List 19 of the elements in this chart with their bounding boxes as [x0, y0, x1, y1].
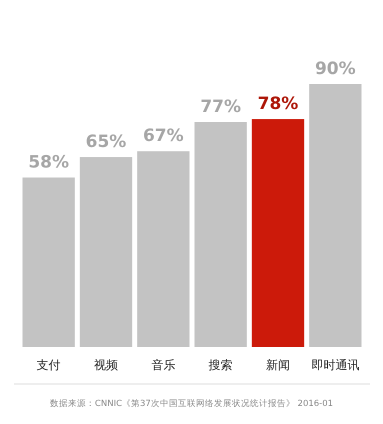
x-tick-label: 视频 [94, 358, 118, 372]
data-label: 58% [28, 152, 70, 173]
bar [137, 151, 190, 347]
x-tick-label: 新闻 [266, 358, 290, 372]
x-tick-label: 搜索 [208, 358, 233, 372]
source-note: 数据来源：CNNIC《第37次中国互联网络发展状况统计报告》 2016-01 [50, 398, 334, 409]
bar [252, 119, 304, 347]
bar [22, 178, 75, 347]
data-label: 78% [258, 94, 298, 114]
x-tick-label: 音乐 [151, 358, 176, 372]
data-label: 67% [142, 126, 184, 146]
data-label: 65% [86, 132, 126, 152]
x-tick-label: 即时通讯 [311, 358, 360, 372]
bar [194, 122, 247, 347]
x-tick-label: 支付 [36, 358, 61, 372]
data-label: 77% [200, 96, 242, 117]
bar [309, 84, 362, 347]
data-label: 90% [314, 59, 356, 79]
bar [80, 157, 132, 347]
